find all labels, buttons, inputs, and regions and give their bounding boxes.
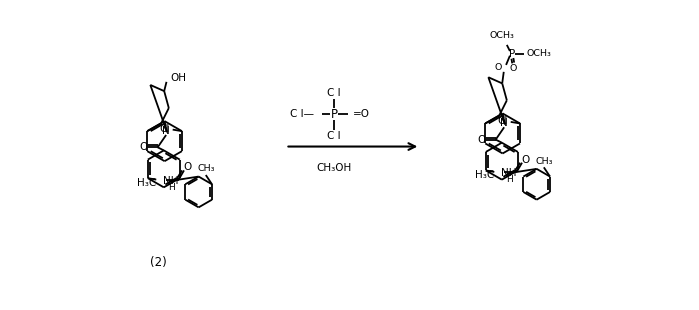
Text: O: O [477, 135, 485, 144]
Text: P: P [331, 108, 338, 121]
Text: O: O [521, 155, 529, 165]
Text: O: O [139, 142, 147, 152]
Text: O: O [183, 162, 192, 172]
Text: N: N [500, 118, 508, 128]
Text: C l: C l [327, 131, 341, 141]
Text: OH: OH [171, 73, 187, 83]
Text: CH₃OH: CH₃OH [317, 163, 352, 173]
Text: O: O [495, 63, 502, 72]
Text: Cl: Cl [160, 124, 170, 134]
Text: CH₃: CH₃ [535, 157, 553, 166]
Text: OCH₃: OCH₃ [527, 49, 552, 58]
Text: H: H [168, 183, 175, 192]
Text: C l: C l [327, 88, 341, 98]
Text: CH₃: CH₃ [197, 164, 215, 173]
Text: (2): (2) [150, 255, 167, 268]
Text: C l—: C l— [290, 109, 314, 119]
Text: Cl: Cl [498, 116, 508, 126]
Text: P: P [509, 49, 515, 59]
Text: H: H [506, 175, 512, 184]
Text: NH: NH [163, 176, 179, 186]
Text: N: N [162, 126, 170, 136]
Text: H₃C: H₃C [138, 178, 157, 188]
Text: =O: =O [352, 109, 370, 119]
Text: NH: NH [501, 169, 517, 179]
Text: O: O [510, 64, 517, 73]
Text: H₃C: H₃C [475, 170, 495, 180]
Text: OCH₃: OCH₃ [490, 31, 514, 40]
